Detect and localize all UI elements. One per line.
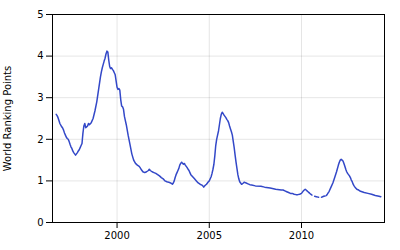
svg-text:5: 5 — [37, 9, 43, 20]
svg-text:0: 0 — [37, 217, 43, 228]
svg-text:2010: 2010 — [289, 230, 314, 241]
svg-text:1: 1 — [37, 175, 43, 186]
svg-text:4: 4 — [37, 50, 43, 61]
svg-text:World Ranking Points: World Ranking Points — [2, 66, 13, 172]
svg-text:2005: 2005 — [197, 230, 222, 241]
svg-text:3: 3 — [37, 92, 43, 103]
svg-text:2000: 2000 — [104, 230, 129, 241]
svg-text:2: 2 — [37, 134, 43, 145]
